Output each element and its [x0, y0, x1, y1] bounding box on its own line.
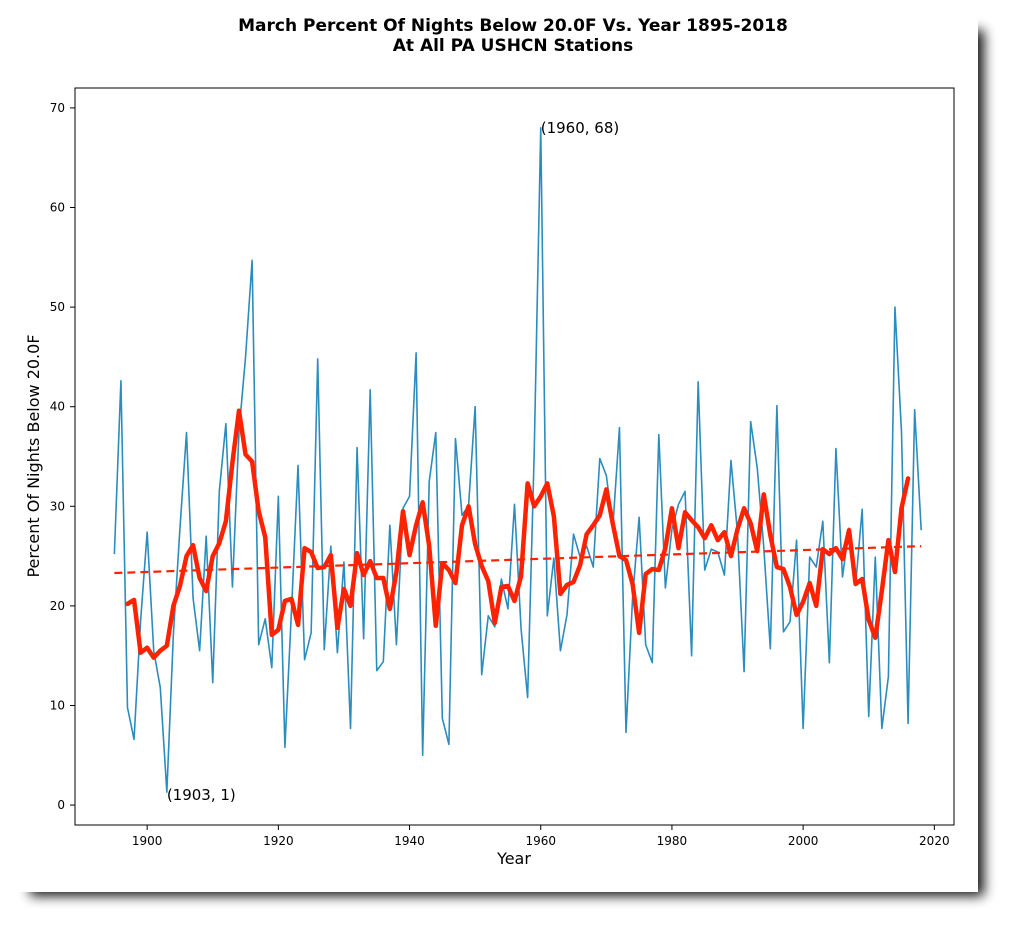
chart-title-line2: At All PA USHCN Stations	[393, 36, 634, 56]
annotation-label: (1903, 1)	[167, 786, 236, 804]
x-tick-label: 1940	[394, 834, 425, 848]
x-axis: 1900 1920 1940 1960 1980 2000 2020	[132, 825, 950, 848]
y-tick-label: 70	[50, 101, 65, 115]
y-tick-label: 0	[57, 798, 65, 812]
series-layer	[113, 127, 922, 793]
raw-series-line	[113, 127, 922, 793]
y-tick-label: 60	[50, 201, 65, 215]
x-tick-label: 1960	[525, 834, 556, 848]
x-tick-label: 1920	[263, 834, 294, 848]
y-tick-label: 50	[50, 300, 65, 314]
trend-series-line	[114, 545, 922, 575]
chart-title-line1: March Percent Of Nights Below 20.0F Vs. …	[238, 16, 788, 36]
y-axis-label: Percent Of Nights Below 20.0F	[24, 334, 43, 577]
x-tick-label: 2000	[788, 834, 819, 848]
annotation-label: (1960, 68)	[541, 119, 620, 137]
chart: March Percent Of Nights Below 20.0F Vs. …	[24, 16, 955, 868]
x-tick-label: 1900	[132, 834, 163, 848]
plot-area	[74, 87, 955, 826]
annotation-layer: (1960, 68) (1903, 1)	[167, 119, 619, 804]
y-axis: 0 10 20 30 40 50 60 70	[50, 101, 75, 812]
y-tick-label: 30	[50, 499, 65, 513]
x-tick-label: 2020	[919, 834, 950, 848]
smooth-series-line	[125, 408, 911, 660]
x-axis-label: Year	[496, 849, 531, 868]
x-tick-label: 1980	[657, 834, 688, 848]
figure-card: March Percent Of Nights Below 20.0F Vs. …	[24, 16, 955, 868]
y-tick-label: 40	[50, 400, 65, 414]
y-tick-label: 10	[50, 698, 65, 712]
y-tick-label: 20	[50, 599, 65, 613]
